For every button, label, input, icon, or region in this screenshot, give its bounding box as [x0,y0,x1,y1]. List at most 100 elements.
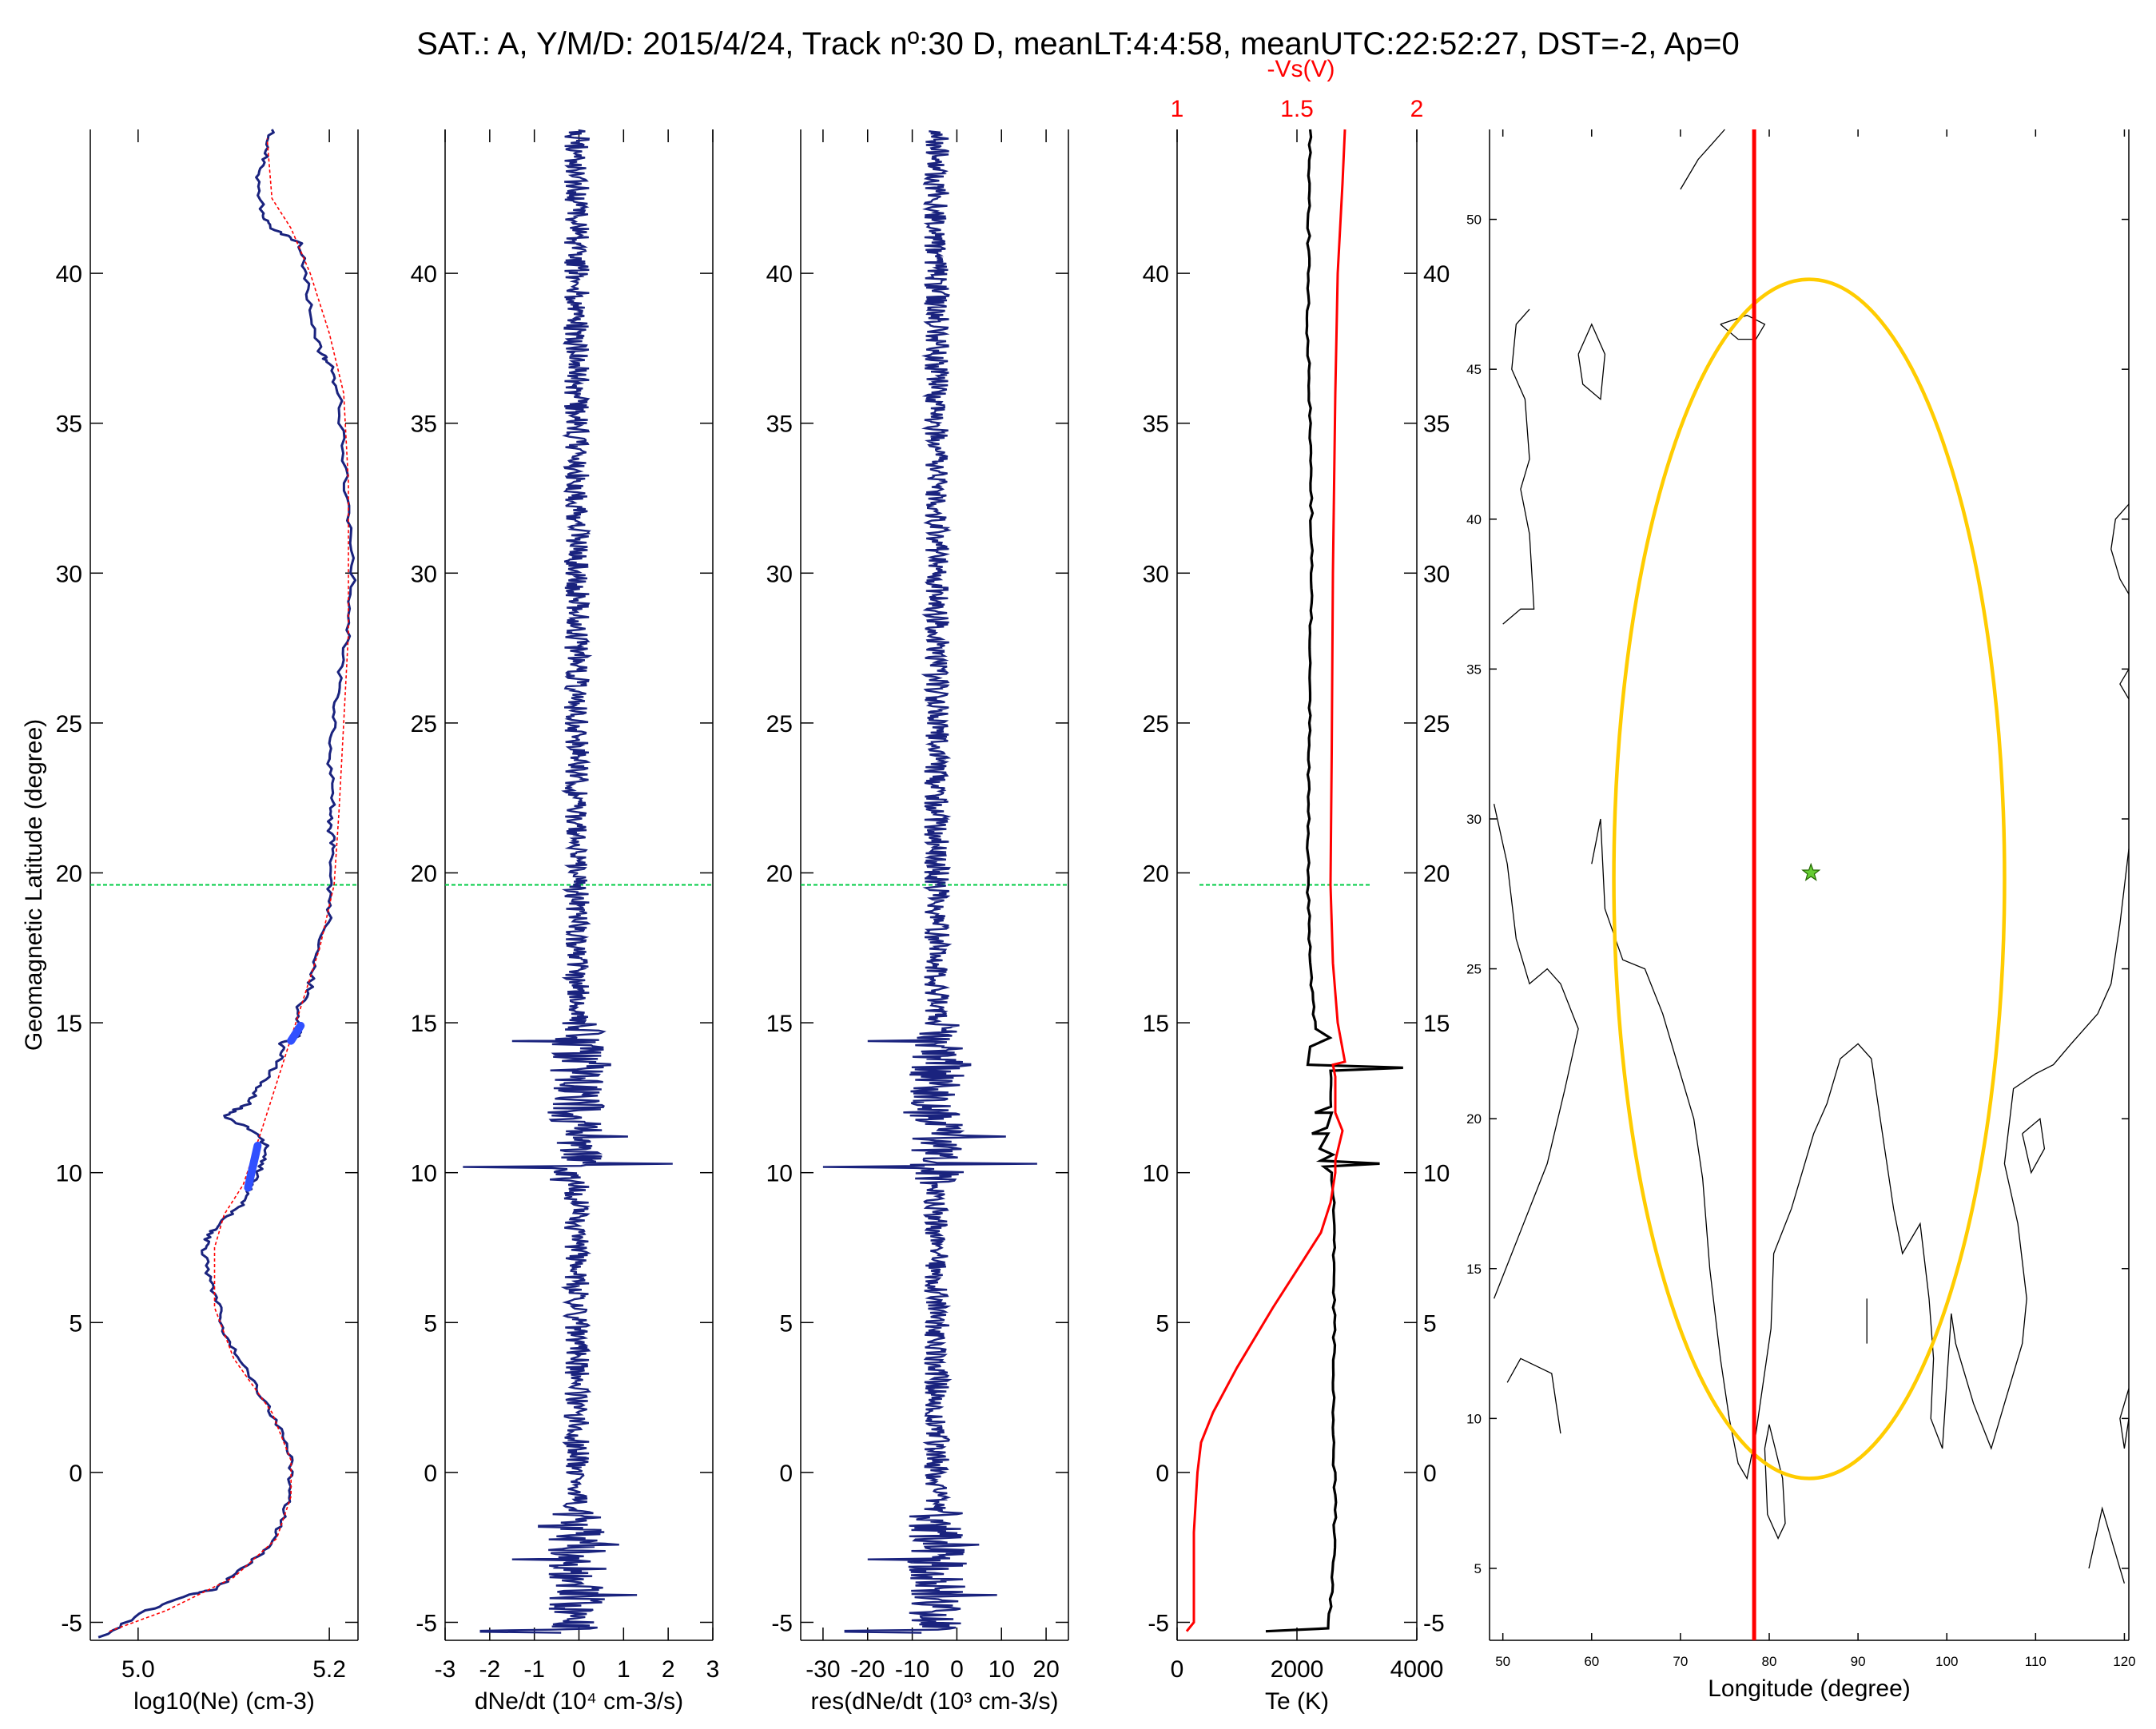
y-tick-label: 15 [766,1011,793,1037]
epicenter-star-icon [1801,862,1821,881]
top-axis-label: -Vs(V) [1267,56,1335,82]
y-tick-label: 15 [1143,1011,1169,1037]
top-x-tick-label: 1.5 [1280,96,1314,122]
series-vs-line [1185,129,1347,1632]
y-tick-label: 25 [766,711,793,737]
y-tick-label: 25 [56,711,82,737]
y-tick-label: 50 [1466,213,1482,228]
y-tick-label-right: 5 [1423,1310,1437,1337]
x-axis-label: log10(Ne) (cm-3) [133,1688,315,1715]
series-resdnedt-line [822,130,1037,1634]
y-tick-label: 40 [1466,512,1482,527]
y-tick-label: 45 [1466,362,1482,377]
x-axis-label: res(dNe/dt (10³ cm-3/s) [810,1688,1058,1715]
y-tick-label-right: 20 [1423,861,1450,887]
y-tick-label: 5 [69,1310,82,1337]
coastline [1506,1357,1561,1434]
coastline [1764,1424,1786,1540]
y-tick-label: -5 [416,1610,437,1636]
x-tick-label: -3 [435,1656,456,1683]
y-tick-label: 0 [779,1461,793,1487]
y-tick-label: 35 [411,411,437,438]
x-tick-label: -20 [850,1656,885,1683]
y-tick-label: 25 [1143,711,1169,737]
y-tick-label: 10 [1143,1161,1169,1187]
highlight-anomaly-lower [244,1141,262,1192]
coastline [2088,1506,2126,1584]
x-tick-label: 110 [2025,1654,2047,1669]
y-tick-label-right: 25 [1423,711,1450,737]
y-tick-label-right: 0 [1423,1461,1437,1487]
y-tick-label: -5 [771,1610,793,1636]
y-tick-label: 20 [56,861,82,887]
x-tick-label: 50 [1495,1654,1510,1669]
x-tick-label: 120 [2113,1654,2135,1669]
x-tick-label: 1 [617,1656,630,1683]
x-tick-label: 5.0 [121,1656,155,1683]
y-tick-label: 5 [779,1310,793,1337]
y-tick-label: -5 [1148,1610,1169,1636]
y-axis-label: Geomagnetic Latitude (degree) [21,719,47,1051]
y-tick-label: 5 [1474,1561,1482,1576]
y-tick-label: 15 [56,1011,82,1037]
y-tick-label: 20 [766,861,793,887]
x-tick-label: 20 [1032,1656,1059,1683]
y-tick-label: 30 [1466,812,1482,827]
panel-dne-dt: -5 0 5 10 15 20 25 30 35 40 -3 -2 -1 0 1 2 3 dNe/dt (10⁴ … [411,129,719,1715]
x-tick-label: 0 [572,1656,586,1683]
y-tick-label: 10 [766,1161,793,1187]
y-tick-label: 10 [56,1161,82,1187]
x-axis-label: Te (K) [1265,1688,1329,1715]
coastline [1680,129,1725,190]
y-tick-label: 35 [1466,662,1482,677]
x-tick-label: 70 [1673,1654,1688,1669]
coastline [1493,804,1579,1299]
y-tick-label: 20 [1466,1111,1482,1127]
y-tick-label: 40 [411,261,437,288]
coastline [2119,669,2130,700]
y-tick-label: 5 [424,1310,437,1337]
y-tick-label: 10 [1466,1411,1482,1426]
y-tick-label-right: 10 [1423,1161,1450,1187]
x-tick-label: 5.2 [312,1656,346,1683]
figure-title: SAT.: A, Y/M/D: 2015/4/24, Track nº:30 D… [416,26,1740,62]
highlight-anomaly-upper [287,1021,305,1045]
y-tick-label-right: 15 [1423,1011,1450,1037]
y-tick-label: 35 [56,411,82,438]
y-tick-label: 15 [1466,1262,1482,1277]
panel-log10-ne: -5 0 5 10 15 20 25 30 35 40 5.0 5.2 log10(Ne) (cm-3)… [21,129,359,1715]
x-tick-label: 90 [1851,1654,1866,1669]
x-tick-label: 0 [1171,1656,1184,1683]
y-tick-label: 15 [411,1011,437,1037]
panel-map: 5 10 15 20 25 30 35 40 45 50 50 60 70 80 90 100 110 120 Lo… [1466,129,2136,1702]
x-tick-label: 0 [950,1656,964,1683]
series-fit-line [109,138,349,1632]
y-tick-label-right: -5 [1423,1610,1445,1636]
x-tick-label: 10 [988,1656,1015,1683]
x-tick-label: 4000 [1390,1656,1444,1683]
y-tick-label: 30 [766,561,793,587]
x-axis-label: Longitude (degree) [1708,1675,1911,1702]
coastline [1502,308,1535,625]
series-te-line [1265,129,1403,1633]
y-tick-label: 0 [1156,1461,1169,1487]
x-tick-label: -2 [479,1656,500,1683]
y-tick-label: 40 [766,261,793,288]
y-tick-label: 0 [424,1461,437,1487]
x-tick-label: 100 [1935,1654,1958,1669]
y-tick-label-right: 35 [1423,411,1450,438]
y-tick-label: 30 [56,561,82,587]
coastline [1591,818,2130,1481]
y-tick-label: 30 [1143,561,1169,587]
x-tick-label: 2000 [1271,1656,1324,1683]
coastline [1577,323,1606,400]
x-tick-label: 80 [1762,1654,1777,1669]
top-x-tick-label: 2 [1410,96,1424,122]
y-tick-label: 20 [1143,861,1169,887]
y-tick-label: -5 [61,1610,82,1636]
y-tick-label: 20 [411,861,437,887]
y-tick-label-right: 40 [1423,261,1450,288]
y-tick-label: 0 [69,1461,82,1487]
